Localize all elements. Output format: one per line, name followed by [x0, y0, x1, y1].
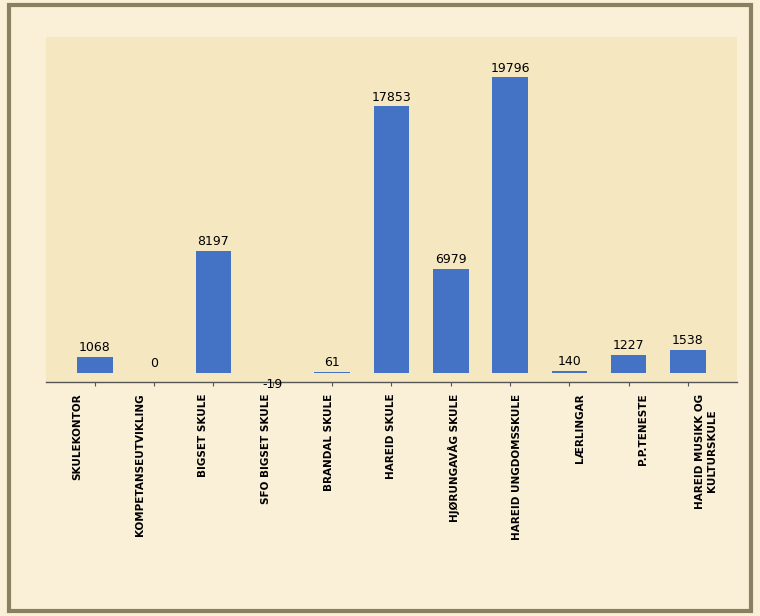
Bar: [492, 78, 528, 373]
Text: SFO BIGSET SKULE: SFO BIGSET SKULE: [261, 394, 271, 504]
Bar: [611, 355, 647, 373]
Text: 17853: 17853: [372, 91, 411, 103]
Bar: [374, 107, 409, 373]
Text: 140: 140: [558, 355, 581, 368]
Text: HJØRUNGAVÅG SKULE: HJØRUNGAVÅG SKULE: [448, 394, 461, 522]
Text: 6979: 6979: [435, 253, 467, 266]
Bar: [315, 372, 350, 373]
Text: 1227: 1227: [613, 339, 644, 352]
Text: HAREID MUSIKK OG
KULTURSKULE: HAREID MUSIKK OG KULTURSKULE: [695, 394, 717, 509]
Text: BRANDAL SKULE: BRANDAL SKULE: [324, 394, 334, 491]
Text: SKULEKONTOR: SKULEKONTOR: [72, 394, 82, 480]
Text: LÆRLINGAR: LÆRLINGAR: [575, 394, 585, 463]
Text: HAREID SKULE: HAREID SKULE: [386, 394, 397, 479]
Bar: [433, 269, 468, 373]
Text: BIGSET SKULE: BIGSET SKULE: [198, 394, 207, 477]
Bar: [670, 350, 706, 373]
Text: P.P.TENESTE: P.P.TENESTE: [638, 394, 648, 465]
Text: 0: 0: [150, 357, 158, 370]
Text: 8197: 8197: [198, 235, 230, 248]
Text: HAREID UNGDOMSSKULE: HAREID UNGDOMSSKULE: [512, 394, 522, 540]
Text: 1538: 1538: [672, 334, 704, 347]
Bar: [77, 357, 112, 373]
Text: KOMPETANSEUTVIKLING: KOMPETANSEUTVIKLING: [135, 394, 145, 536]
Text: -19: -19: [263, 378, 283, 391]
Text: 19796: 19796: [490, 62, 530, 75]
Text: 1068: 1068: [79, 341, 111, 354]
Bar: [552, 371, 587, 373]
Text: 61: 61: [325, 357, 340, 370]
Bar: [195, 251, 231, 373]
